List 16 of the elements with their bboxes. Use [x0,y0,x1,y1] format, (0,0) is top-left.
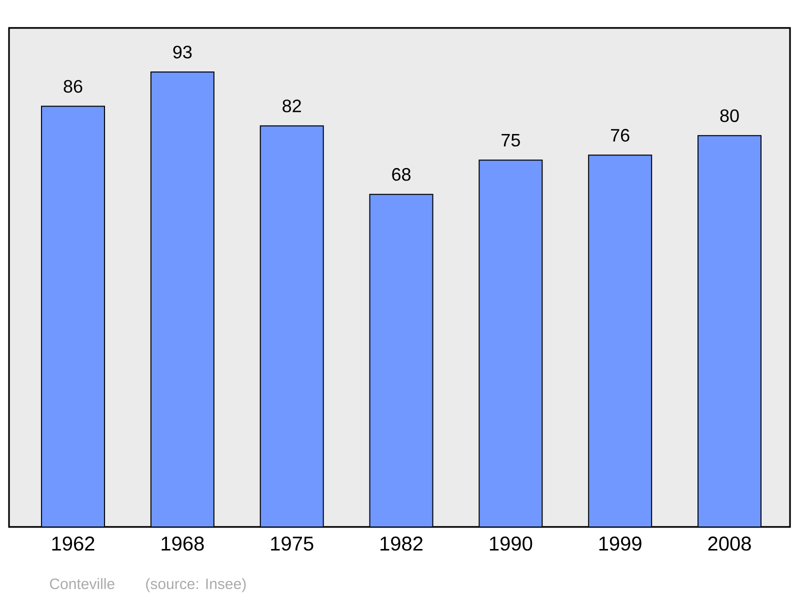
x-tick-label: 1975 [271,536,314,551]
data-label: 76 [611,128,630,142]
data-label: 75 [502,134,520,147]
text: Conteville [50,578,114,590]
data-label: 86 [64,80,82,93]
x-tick-label: 1968 [162,536,204,551]
text: (source: Insee) [146,578,246,592]
data-label: 80 [720,109,739,122]
x-tick-label: 2008 [708,536,751,551]
data-label: 82 [282,100,301,112]
x-tick-label: 1990 [490,536,532,551]
data-label: 93 [173,46,192,58]
data-label: 68 [392,168,410,181]
x-tick-label: 1982 [380,536,422,551]
x-tick-label: 1962 [52,536,94,551]
x-tick-label: 1999 [599,536,642,551]
